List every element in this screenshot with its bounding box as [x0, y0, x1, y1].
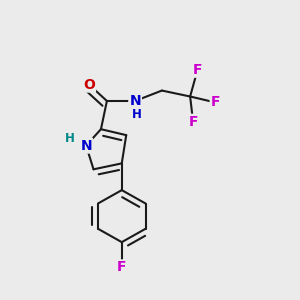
Text: F: F	[117, 260, 127, 274]
Text: N: N	[129, 94, 141, 108]
Text: N: N	[80, 139, 92, 152]
Text: F: F	[188, 115, 198, 129]
Text: O: O	[83, 78, 95, 92]
Text: F: F	[211, 95, 220, 110]
Text: F: F	[193, 63, 202, 77]
Text: H: H	[132, 108, 142, 121]
Text: H: H	[65, 132, 75, 145]
